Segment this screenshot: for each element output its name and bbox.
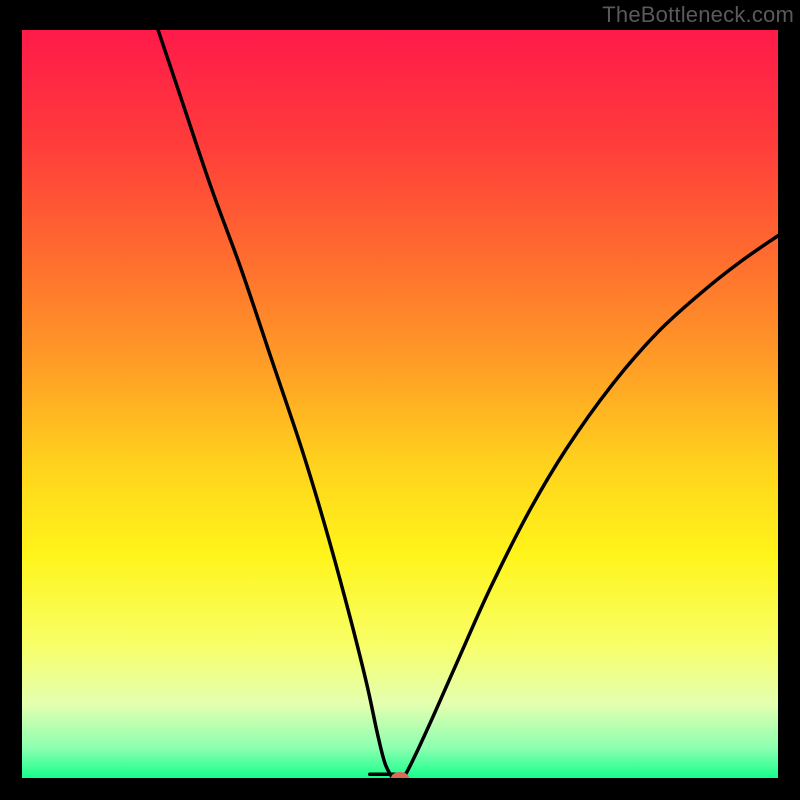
curve-layer <box>22 30 778 778</box>
watermark-text: TheBottleneck.com <box>602 2 794 28</box>
bottleneck-curve <box>158 30 392 778</box>
plot-area <box>22 30 778 778</box>
chart-frame: TheBottleneck.com <box>0 0 800 800</box>
bottleneck-curve <box>404 236 778 778</box>
